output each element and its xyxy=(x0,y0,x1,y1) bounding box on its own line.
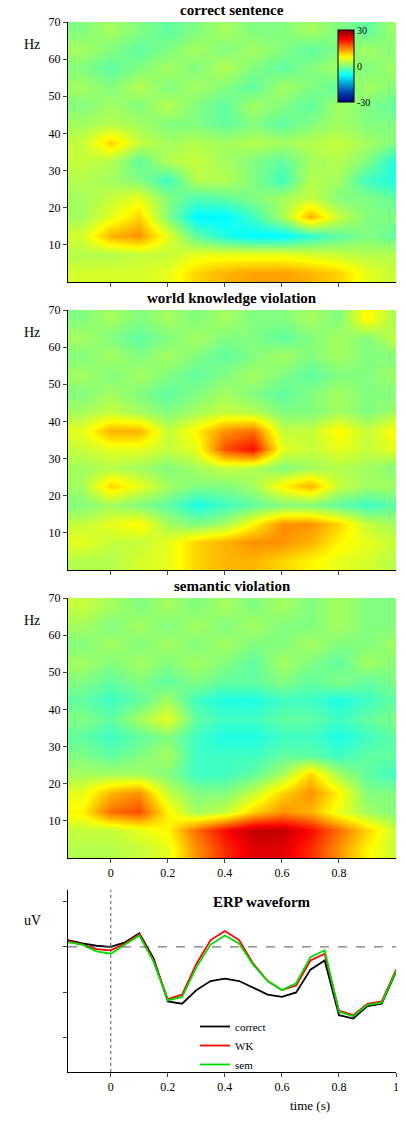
svg-text:-30: -30 xyxy=(357,97,370,108)
svg-text:Hz: Hz xyxy=(24,613,40,628)
svg-text:time (s): time (s) xyxy=(290,1098,330,1113)
svg-text:20: 20 xyxy=(49,777,61,791)
svg-text:30: 30 xyxy=(49,164,61,178)
svg-text:Hz: Hz xyxy=(24,37,40,52)
svg-text:0.2: 0.2 xyxy=(160,1080,175,1094)
svg-text:10: 10 xyxy=(49,814,61,828)
svg-text:0: 0 xyxy=(108,1080,114,1094)
svg-text:semantic violation: semantic violation xyxy=(174,578,291,594)
svg-text:Hz: Hz xyxy=(24,325,40,340)
svg-text:world knowledge violation: world knowledge violation xyxy=(147,290,317,306)
svg-text:50: 50 xyxy=(49,377,61,391)
svg-text:0: 0 xyxy=(108,866,114,880)
svg-text:20: 20 xyxy=(49,489,61,503)
svg-text:30: 30 xyxy=(49,452,61,466)
svg-text:uV: uV xyxy=(24,913,41,928)
svg-text:60: 60 xyxy=(49,628,61,642)
svg-text:60: 60 xyxy=(49,340,61,354)
svg-text:0.8: 0.8 xyxy=(331,866,346,880)
svg-text:0.2: 0.2 xyxy=(160,866,175,880)
svg-text:0.4: 0.4 xyxy=(217,1080,232,1094)
svg-text:60: 60 xyxy=(49,52,61,66)
svg-text:70: 70 xyxy=(49,591,61,605)
svg-text:correct sentence: correct sentence xyxy=(180,2,284,18)
svg-text:10: 10 xyxy=(49,238,61,252)
svg-text:30: 30 xyxy=(49,740,61,754)
svg-text:ERP waveform: ERP waveform xyxy=(213,894,311,910)
svg-text:10: 10 xyxy=(49,526,61,540)
svg-text:70: 70 xyxy=(49,15,61,29)
svg-text:0.8: 0.8 xyxy=(331,1080,346,1094)
svg-text:70: 70 xyxy=(49,303,61,317)
svg-text:WK: WK xyxy=(235,1040,253,1052)
svg-text:20: 20 xyxy=(49,201,61,215)
svg-text:40: 40 xyxy=(49,415,61,429)
svg-text:50: 50 xyxy=(49,665,61,679)
svg-text:0: 0 xyxy=(357,61,362,72)
svg-text:sem: sem xyxy=(235,1059,253,1071)
svg-text:0.6: 0.6 xyxy=(274,866,289,880)
svg-text:50: 50 xyxy=(49,89,61,103)
svg-text:0.6: 0.6 xyxy=(274,1080,289,1094)
svg-text:40: 40 xyxy=(49,703,61,717)
svg-text:correct: correct xyxy=(235,1021,266,1033)
svg-text:0.4: 0.4 xyxy=(217,866,232,880)
svg-text:1: 1 xyxy=(393,1080,399,1094)
svg-text:40: 40 xyxy=(49,127,61,141)
svg-text:30: 30 xyxy=(357,25,367,36)
